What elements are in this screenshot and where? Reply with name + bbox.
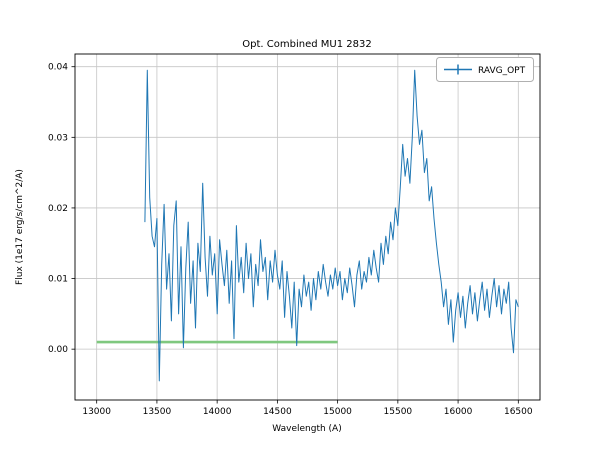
x-tick-label: 15000: [323, 407, 352, 417]
legend-box: [436, 57, 534, 82]
series-group: [96, 69, 519, 382]
x-tick-label: 15500: [384, 407, 413, 417]
y-tick-label: 0.01: [48, 275, 68, 285]
y-tick-label: 0.04: [48, 63, 68, 73]
y-tick-label: 0.03: [48, 133, 68, 143]
x-tick-label: 16500: [504, 407, 533, 417]
x-tick-label: 14000: [203, 407, 232, 417]
RAVG_OPT-line: [144, 69, 519, 382]
x-axis-label: Wavelength (A): [272, 424, 341, 434]
axes-group: [74, 53, 541, 401]
x-tick-label: 14500: [263, 407, 292, 417]
y-axis-label: Flux (1e17 erg/s/cm^2/A): [15, 169, 25, 285]
legend-label: RAVG_OPT: [478, 66, 526, 76]
x-tick-label: 13000: [82, 407, 111, 417]
x-tick-label: 13500: [143, 407, 172, 417]
grid: [75, 54, 540, 400]
x-tick-label: 16000: [444, 407, 473, 417]
y-tick-label: 0.02: [48, 204, 68, 214]
legend: RAVG_OPT: [436, 57, 534, 82]
y-tick-label: 0.00: [48, 345, 68, 355]
axes-spines: [74, 53, 541, 401]
chart-title: Opt. Combined MU1 2832: [242, 39, 371, 50]
ticks-group: 13000 13500 14000 14500 15000 15500 16000 16500…: [48, 63, 533, 417]
